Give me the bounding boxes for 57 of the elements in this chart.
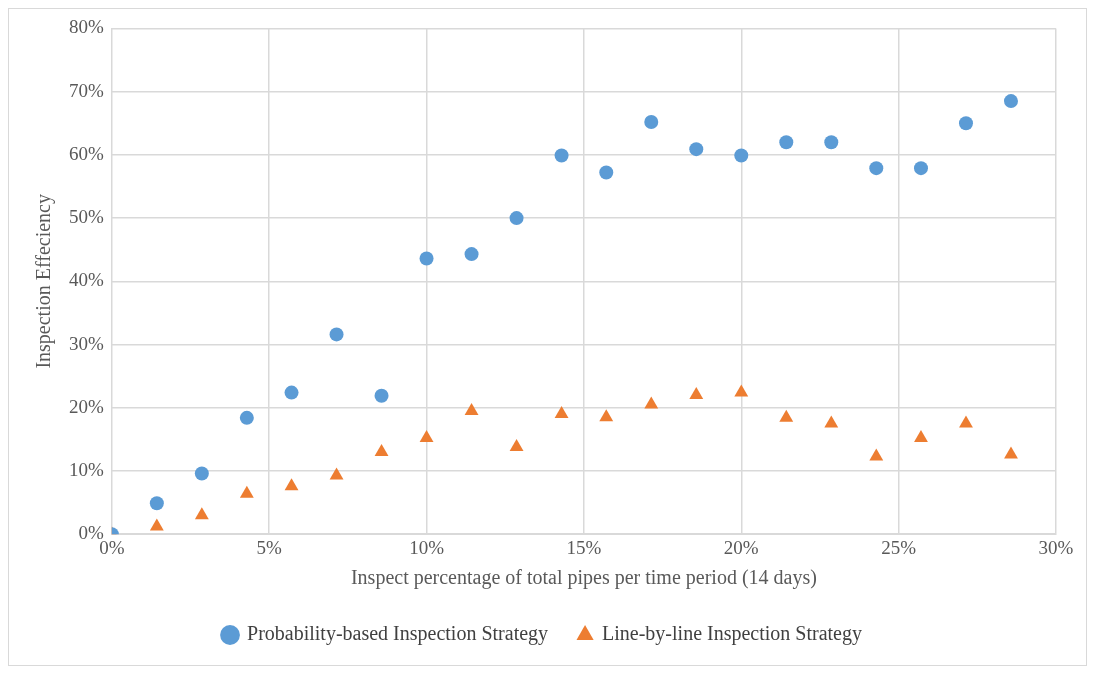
x-axis-title: Inspect percentage of total pipes per time period (14 days) — [350, 566, 817, 590]
point — [464, 402, 479, 415]
legend-label: Line-by-line Inspection Strategy — [602, 622, 862, 646]
point — [689, 142, 704, 157]
point — [464, 247, 479, 262]
y-tick-label: 10% — [69, 458, 104, 480]
point — [734, 148, 749, 163]
point — [284, 478, 299, 491]
point — [509, 438, 524, 451]
point — [554, 406, 569, 419]
point — [824, 135, 839, 150]
legend-label: Probability-based Inspection Strategy — [247, 622, 549, 646]
point — [509, 211, 524, 226]
y-tick-label: 40% — [69, 269, 104, 291]
point — [734, 384, 749, 397]
point — [869, 448, 884, 461]
y-tick-label: 50% — [69, 206, 104, 228]
point — [779, 409, 794, 422]
y-tick-label: 70% — [69, 79, 104, 101]
point — [374, 388, 389, 403]
point — [689, 387, 704, 400]
y-tick-label: 60% — [69, 142, 104, 164]
point — [959, 415, 973, 428]
point — [1003, 94, 1018, 109]
point — [913, 161, 928, 176]
point — [1004, 446, 1018, 459]
y-tick-label: 80% — [69, 16, 104, 38]
point — [374, 444, 389, 457]
point — [644, 114, 659, 129]
point — [869, 161, 884, 176]
point — [599, 409, 614, 422]
x-tick-label: 30% — [1038, 536, 1074, 558]
point — [958, 116, 973, 131]
point — [239, 410, 254, 425]
y-tick-label: 20% — [69, 395, 104, 417]
point — [194, 466, 209, 481]
point — [824, 415, 839, 428]
x-tick-label: 20% — [723, 536, 759, 558]
point — [599, 165, 614, 180]
point — [554, 148, 569, 163]
x-tick-label: 25% — [881, 536, 917, 558]
point — [239, 485, 254, 498]
point — [644, 396, 659, 409]
point — [779, 135, 794, 150]
x-tick-label: 15% — [566, 536, 602, 558]
point — [194, 507, 209, 520]
y-axis-title: Inspection Effeciency — [32, 194, 56, 369]
point — [914, 430, 928, 443]
x-tick-label: 10% — [409, 536, 445, 558]
point — [149, 518, 164, 531]
point — [419, 430, 434, 443]
y-tick-label: 30% — [69, 332, 104, 354]
point — [329, 327, 344, 342]
point — [284, 385, 299, 400]
point — [419, 251, 434, 266]
point — [329, 467, 344, 480]
x-tick-label: 5% — [256, 536, 283, 558]
